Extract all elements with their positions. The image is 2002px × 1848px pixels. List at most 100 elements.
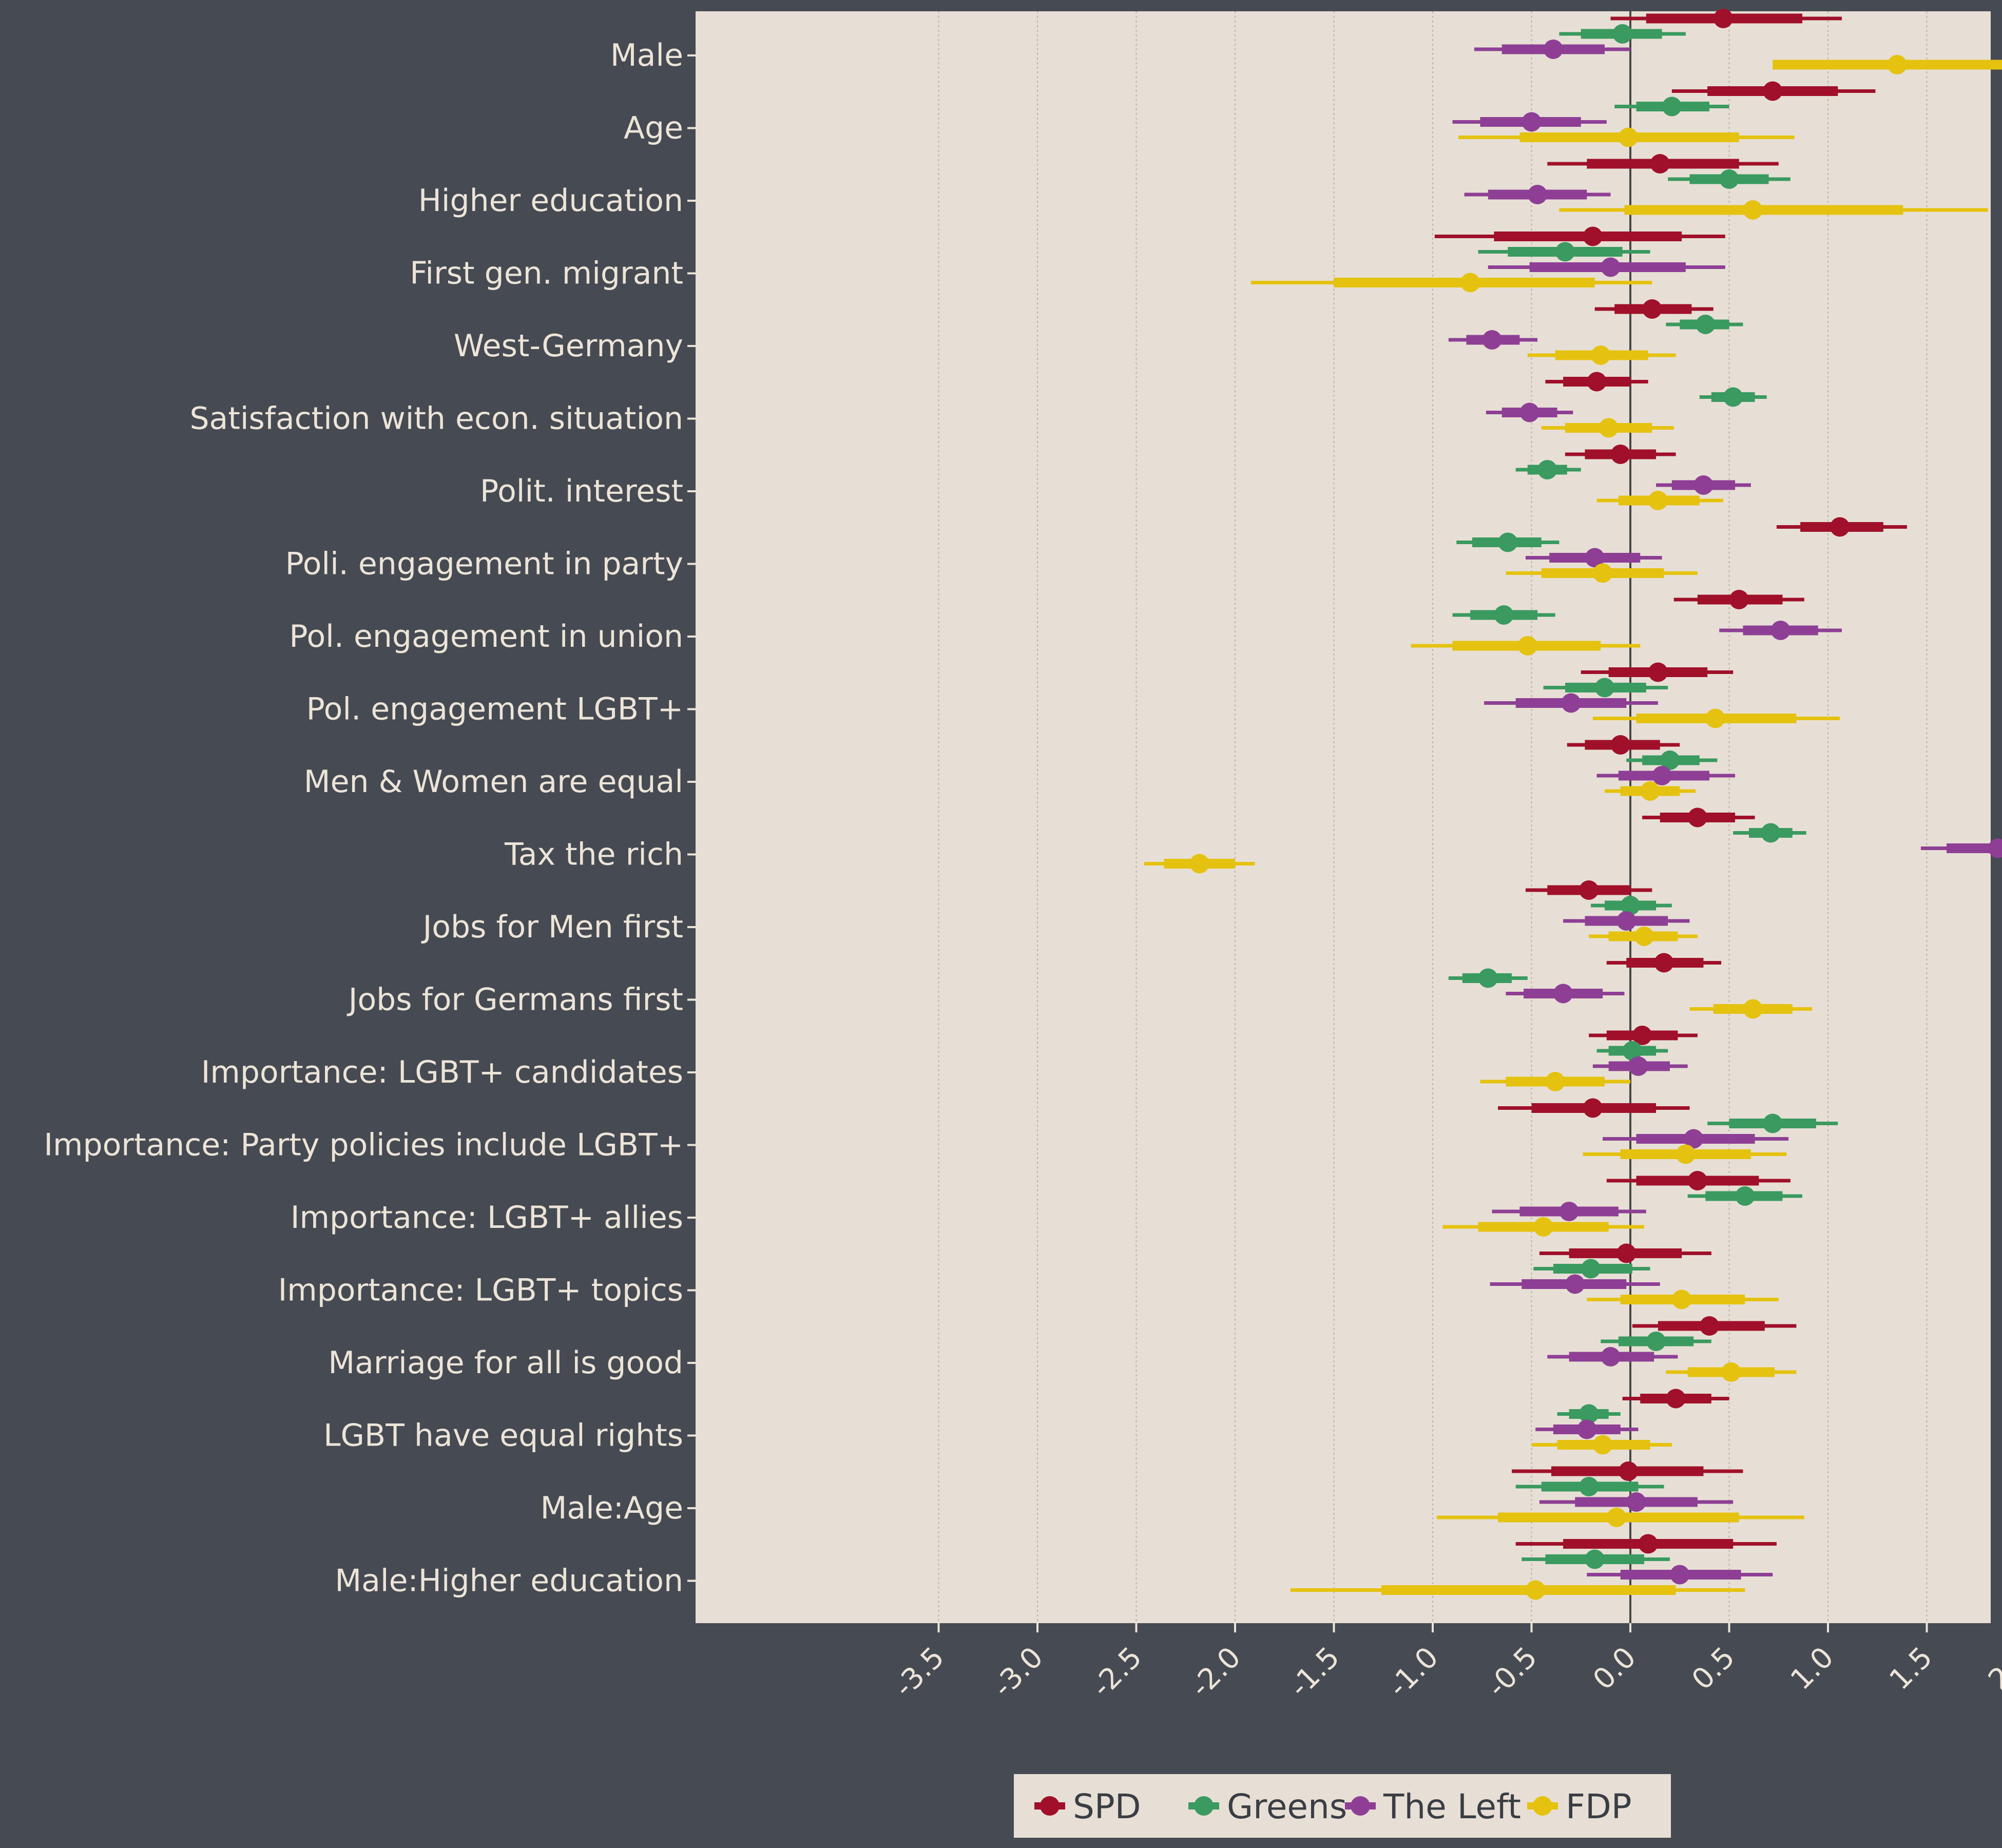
legend-box xyxy=(1014,1774,1671,1838)
y-tick-label-importance-lgbt-topics: Importance: LGBT+ topics xyxy=(278,1273,683,1308)
point-estimate xyxy=(1670,1565,1690,1585)
series-the-left xyxy=(1448,40,2002,1585)
point-estimate xyxy=(1628,1056,1648,1076)
point-estimate xyxy=(1763,81,1783,101)
y-tick-label-tax-the-rich: Tax the rich xyxy=(504,837,683,873)
y-tick-label-male: Male xyxy=(610,37,683,73)
y-tick-label-age: Age xyxy=(624,110,683,146)
point-estimate xyxy=(1676,1144,1696,1164)
y-tick-label-pol-engagement-lgbt: Pol. engagement LGBT+ xyxy=(306,691,683,727)
plot-panel xyxy=(696,11,1991,1623)
y-tick-label-marriage-for-all-is-good: Marriage for all is good xyxy=(328,1345,683,1381)
legend: SPD Greens The Left FDP xyxy=(1014,1774,1671,1838)
point-estimate xyxy=(1478,968,1498,988)
point-estimate xyxy=(1583,226,1603,246)
y-axis-labels: Male Age Higher education First gen. migran… xyxy=(44,37,683,1599)
point-estimate xyxy=(1684,1129,1704,1149)
legend-label-spd: SPD xyxy=(1073,1787,1141,1826)
y-tick-label-male-age: Male:Age xyxy=(541,1490,683,1526)
point-estimate xyxy=(1565,1274,1585,1294)
series-spd xyxy=(1434,9,1907,1554)
y-tick-label-higher-education: Higher education xyxy=(418,183,683,219)
point-estimate xyxy=(1988,838,2002,858)
point-estimate xyxy=(1654,953,1674,973)
point-estimate xyxy=(1522,112,1542,132)
point-estimate xyxy=(1498,532,1518,552)
y-axis-ticks xyxy=(687,54,696,1582)
point-estimate xyxy=(1561,693,1581,713)
point-estimate xyxy=(1713,9,1733,28)
point-estimate xyxy=(1626,1492,1646,1512)
x-tick-label: 0.5 xyxy=(1685,1641,1741,1697)
x-tick-label: -3.5 xyxy=(888,1641,951,1704)
x-tick-label: -2.0 xyxy=(1184,1641,1247,1704)
point-estimate xyxy=(1616,911,1637,931)
y-tick-label-first-gen-migrant: First gen. migrant xyxy=(410,256,683,292)
point-estimate xyxy=(1648,491,1668,510)
point-estimate xyxy=(1526,1580,1546,1600)
y-tick-label-west-germany: West-Germany xyxy=(454,328,683,364)
series-greens xyxy=(1448,24,1838,1569)
point-estimate xyxy=(1587,372,1607,392)
point-estimate xyxy=(1601,1347,1621,1366)
point-estimate xyxy=(1545,1072,1565,1091)
series-fdp xyxy=(1144,55,2002,1600)
point-estimate xyxy=(1585,1549,1605,1569)
x-tick-label: -1.5 xyxy=(1283,1641,1346,1704)
legend-key-point-fdp xyxy=(1533,1796,1552,1816)
point-estimate xyxy=(1619,127,1639,147)
point-estimate xyxy=(1650,154,1670,174)
point-estimate xyxy=(1585,548,1605,568)
y-tick-label-importance-lgbt-allies: Importance: LGBT+ allies xyxy=(291,1200,683,1236)
point-estimate xyxy=(1593,563,1613,583)
point-estimate xyxy=(1543,40,1563,59)
legend-label-the-left: The Left xyxy=(1383,1787,1521,1826)
y-tick-label-lgbt-have-equal-rights: LGBT have equal rights xyxy=(323,1418,683,1454)
point-estimate xyxy=(1693,475,1714,495)
point-estimate xyxy=(1721,1362,1741,1382)
x-tick-label: -3.0 xyxy=(987,1641,1050,1704)
point-estimate xyxy=(1743,200,1763,220)
point-estimate xyxy=(1638,1534,1658,1554)
point-estimate xyxy=(1189,854,1209,874)
point-estimate xyxy=(1729,590,1749,609)
series-marks xyxy=(1144,9,2002,1600)
point-estimate xyxy=(1577,1419,1597,1439)
legend-key-point-spd xyxy=(1040,1796,1060,1816)
legend-key-point-the-left xyxy=(1351,1796,1370,1816)
point-estimate xyxy=(1770,621,1791,640)
point-estimate xyxy=(1482,330,1502,350)
point-estimate xyxy=(1553,984,1573,1004)
point-estimate xyxy=(1705,708,1725,728)
point-estimate xyxy=(1648,662,1668,682)
x-tick-label: -0.5 xyxy=(1480,1641,1544,1704)
point-estimate xyxy=(1735,1186,1755,1206)
point-estimate xyxy=(1666,1389,1686,1409)
point-estimate xyxy=(1687,1171,1707,1190)
point-estimate xyxy=(1632,1026,1652,1045)
point-estimate xyxy=(1579,880,1599,900)
point-estimate xyxy=(1887,55,1907,74)
point-estimate xyxy=(1610,735,1630,755)
point-estimate xyxy=(1619,1461,1639,1481)
point-estimate xyxy=(1581,1259,1601,1279)
point-estimate xyxy=(1660,750,1680,770)
point-estimate xyxy=(1616,1243,1637,1263)
point-estimate xyxy=(1559,1202,1579,1221)
point-estimate xyxy=(1830,517,1850,537)
point-estimate xyxy=(1593,1435,1613,1455)
point-estimate xyxy=(1494,605,1514,625)
point-estimate xyxy=(1555,242,1575,262)
point-estimate xyxy=(1763,1113,1783,1133)
point-estimate xyxy=(1591,345,1611,365)
point-estimate xyxy=(1519,402,1539,422)
point-estimate xyxy=(1642,299,1662,319)
y-tick-label-pol-engagement-in-union: Pol. engagement in union xyxy=(289,619,683,654)
point-estimate xyxy=(1634,927,1654,946)
x-tick-label: 2.0 xyxy=(1982,1641,2002,1697)
x-axis-ticks xyxy=(937,1623,1928,1632)
point-estimate xyxy=(1761,823,1781,843)
point-estimate xyxy=(1517,636,1537,656)
point-estimate xyxy=(1723,387,1743,407)
